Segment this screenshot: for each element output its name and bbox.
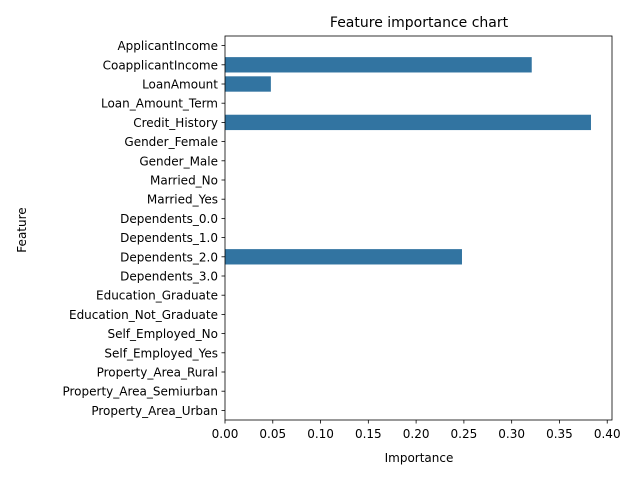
- x-tick-label: 0.10: [307, 427, 334, 441]
- y-tick-label: ApplicantIncome: [117, 39, 218, 53]
- x-tick-label: 0.30: [498, 427, 525, 441]
- y-tick-label: LoanAmount: [142, 78, 218, 92]
- y-tick-label: Property_Area_Rural: [97, 366, 218, 380]
- y-tick-label: Gender_Male: [139, 154, 218, 168]
- bar-CoapplicantIncome: [225, 57, 532, 73]
- y-tick-label: Property_Area_Urban: [91, 404, 218, 418]
- y-tick-label: Married_Yes: [147, 193, 218, 207]
- x-tick-label: 0.00: [212, 427, 239, 441]
- y-tick-layer: ApplicantIncome CoapplicantIncome LoanAmou…: [62, 39, 225, 418]
- y-tick-label: Dependents_1.0: [120, 231, 218, 245]
- x-tick-label: 0.05: [259, 427, 286, 441]
- x-tick-label: 0.25: [451, 427, 478, 441]
- y-tick-label: CoapplicantIncome: [103, 58, 218, 72]
- plot-frame: [224, 35, 613, 421]
- y-tick-label: Property_Area_Semiurban: [62, 385, 218, 399]
- bar-Credit_History: [225, 114, 591, 131]
- y-tick-label: Married_No: [150, 174, 218, 188]
- x-tick-layer: 0.00 0.05 0.10 0.15 0.20 0.25 0.30 0.35 0.40: [212, 420, 621, 441]
- y-tick-label: Self_Employed_Yes: [104, 346, 218, 360]
- bar-Dependents_2.0: [225, 249, 462, 265]
- chart-title: Feature importance chart: [330, 15, 509, 31]
- x-tick-label: 0.15: [355, 427, 382, 441]
- y-tick-label: Dependents_0.0: [120, 212, 218, 226]
- y-tick-label: Self_Employed_No: [107, 327, 218, 341]
- y-tick-label: Education_Graduate: [96, 289, 218, 303]
- x-tick-label: 0.35: [546, 427, 573, 441]
- x-tick-label: 0.40: [594, 427, 621, 441]
- y-tick-label: Loan_Amount_Term: [101, 97, 218, 111]
- y-tick-label: Education_Not_Graduate: [69, 308, 218, 322]
- y-tick-label: Gender_Female: [124, 135, 218, 149]
- bar-LoanAmount: [225, 76, 271, 92]
- x-axis-label: Importance: [385, 451, 454, 465]
- x-tick-label: 0.20: [403, 427, 430, 441]
- y-tick-label: Dependents_2.0: [120, 250, 218, 264]
- bars-layer: [225, 57, 591, 265]
- y-tick-label: Dependents_3.0: [120, 270, 218, 284]
- y-tick-label: Credit_History: [133, 116, 218, 130]
- y-axis-label: Feature: [15, 207, 29, 252]
